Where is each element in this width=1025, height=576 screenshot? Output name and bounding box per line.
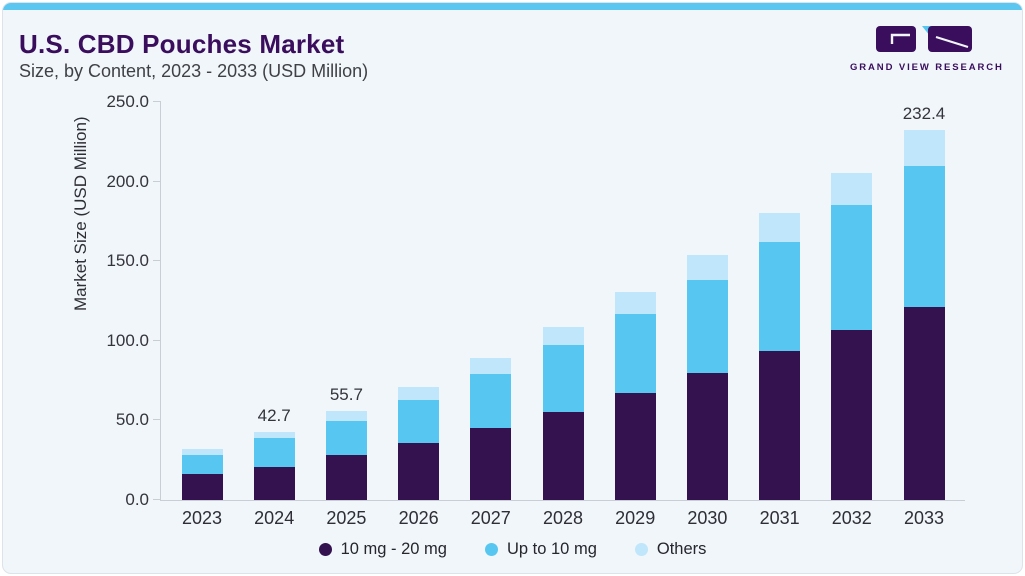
bar-segment (181, 454, 223, 475)
bar-segment (470, 374, 512, 429)
bar-segment (253, 438, 295, 467)
bar-column-2030 (686, 254, 728, 500)
legend-dot-icon (634, 543, 648, 556)
grand-view-research-logo: GRAND VIEW RESEARCH (850, 25, 1004, 73)
x-tick-label: 2023 (181, 508, 223, 528)
legend-label: Others (656, 540, 707, 558)
bar-column-2024 (253, 432, 295, 500)
bar-column-2033 (903, 130, 945, 500)
bar-segment (253, 466, 295, 500)
y-tick-label: 50.0 (115, 410, 149, 430)
bar-column-2027 (470, 358, 512, 500)
bar-segment (686, 372, 728, 500)
bar-column-2029 (614, 292, 656, 500)
x-tick-label: 2033 (903, 508, 945, 528)
y-tick-label: 150.0 (106, 251, 149, 271)
gvr-logo-wordmark: GRAND VIEW RESEARCH (850, 62, 1004, 73)
y-tick-mark (153, 260, 161, 262)
bar-segment (686, 254, 728, 280)
y-tick-mark (153, 419, 161, 421)
bar-segment (903, 130, 945, 167)
bar-segment (253, 432, 295, 439)
x-tick-label: 2032 (831, 508, 872, 528)
legend-label: 10 mg - 20 mg (340, 540, 447, 558)
y-tick-mark (153, 499, 161, 500)
bar-segment (181, 474, 223, 500)
bar-segment (903, 306, 945, 500)
bar-segment (470, 358, 512, 375)
bar-segment (398, 387, 440, 400)
bar-segment (325, 455, 367, 500)
bar-segment (398, 442, 440, 500)
bar-segment (614, 393, 656, 500)
bar-segment (759, 242, 801, 352)
bar-value-label: 42.7 (257, 406, 291, 426)
x-tick-label: 2030 (687, 508, 728, 528)
x-tick-label: 2031 (759, 508, 800, 528)
bar-segment (831, 172, 873, 205)
y-tick-label: 0.0 (125, 490, 149, 509)
x-tick-label: 2029 (615, 508, 656, 528)
legend-item: 10 mg - 20 mg (318, 540, 447, 559)
bar-chart-plot-area: 0.0 50.0 100.0 150.0 200.0 250.0 2023 2024 42.7 2… (106, 92, 965, 528)
y-tick-mark (153, 339, 161, 341)
y-tick-label: 100.0 (106, 330, 149, 350)
bar-segment (542, 412, 584, 500)
y-axis-title: Market Size (USD Million) (71, 116, 90, 311)
legend-dot-icon (484, 543, 498, 556)
gvr-logo-mark-icon (876, 26, 972, 52)
chart-legend: 10 mg - 20 mg Up to 10 mg Others (3, 540, 1022, 559)
legend-label: Up to 10 mg (506, 540, 597, 558)
bar-value-label: 55.7 (329, 385, 363, 405)
legend-dot-icon (318, 543, 332, 556)
bar-column-2028 (542, 327, 584, 500)
page-title: U.S. CBD Pouches Market (19, 29, 345, 59)
x-tick-label: 2026 (398, 508, 439, 528)
bar-segment (614, 313, 656, 394)
bar-column-2025 (325, 411, 367, 500)
bar-column-2023 (181, 448, 223, 500)
bar-segment (181, 448, 223, 455)
bar-column-2026 (398, 387, 440, 500)
legend-item: Others (634, 540, 707, 559)
legend-item: Up to 10 mg (484, 540, 597, 559)
bar-segment (831, 329, 873, 500)
bar-segment (325, 411, 367, 422)
x-tick-label: 2025 (326, 508, 367, 528)
bar-segment (831, 204, 873, 330)
bar-segment (686, 279, 728, 373)
bar-segment (759, 351, 801, 500)
bar-segment (398, 399, 440, 443)
y-tick-label: 250.0 (106, 92, 149, 111)
bar-column-2032 (831, 172, 873, 500)
y-tick-mark (153, 101, 161, 102)
bar-segment (325, 421, 367, 456)
bar-segment (470, 428, 512, 500)
bar-segment (542, 327, 584, 345)
bar-segment (903, 166, 945, 307)
x-tick-label: 2028 (542, 508, 584, 528)
y-tick-mark (153, 180, 161, 182)
top-accent-bar (3, 3, 1022, 10)
x-tick-label: 2027 (470, 508, 511, 528)
bar-column-2031 (759, 213, 801, 500)
bar-segment (759, 213, 801, 243)
x-tick-label: 2024 (254, 508, 295, 528)
page-subtitle: Size, by Content, 2023 - 2033 (USD Milli… (19, 61, 369, 81)
y-tick-label: 200.0 (106, 171, 149, 191)
bar-segment (542, 344, 584, 413)
bar-value-label: 232.4 (902, 104, 946, 124)
bar-segment (614, 292, 656, 314)
